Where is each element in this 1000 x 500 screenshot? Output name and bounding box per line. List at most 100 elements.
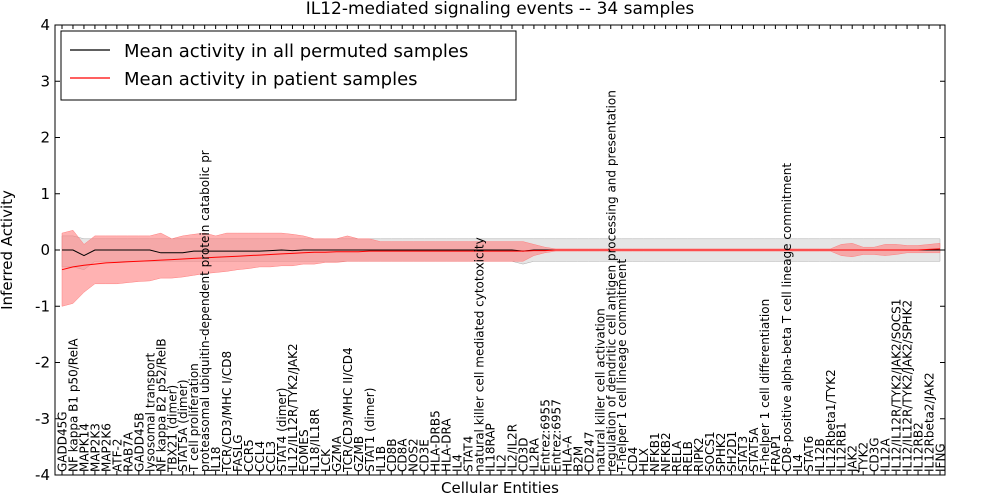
x-tick-label: FASLG xyxy=(231,434,245,472)
x-tick-label: STAT1 (dimer) xyxy=(363,388,377,472)
x-tick-label: IL4 xyxy=(451,454,465,472)
patient-mean-line xyxy=(61,248,941,271)
y-tick-label: 3 xyxy=(40,72,50,90)
x-tick-label: HLA-DRB5 xyxy=(429,410,443,472)
x-tick-label: natural killer cell activation xyxy=(593,308,607,472)
y-tick-label: 1 xyxy=(40,185,50,203)
x-tick-label: regulation of dendritic cell antigen pro… xyxy=(604,90,618,472)
x-tick-label: HLA-A xyxy=(560,435,574,472)
x-tick-label: SOCS1 xyxy=(703,431,717,472)
x-tick-label: TBX21 (dimer) xyxy=(165,385,179,473)
y-axis-label: Inferred Activity xyxy=(0,190,16,310)
legend-box xyxy=(60,30,517,101)
x-tick-label: T-helper 1 cell lineage commitment xyxy=(615,259,629,473)
x-tick-label: SPHK2 xyxy=(714,433,728,472)
x-tick-label: TCR/CD3/MHC I/CD8 xyxy=(220,351,234,473)
x-tick-label: STAT4 (dimer) xyxy=(275,388,289,472)
x-tick-label: STAT5A (dimer) xyxy=(176,379,190,472)
x-tick-label: IL12Rbeta1/TYK2 xyxy=(824,369,838,472)
x-axis-label: Cellular Entities xyxy=(441,479,559,497)
y-tick-label: 0 xyxy=(40,241,50,259)
x-tick-label: SH2D1 xyxy=(725,431,739,472)
x-tick-label: CCL4 xyxy=(253,441,267,472)
chart-title: IL12-mediated signaling events -- 34 sam… xyxy=(306,0,695,19)
x-tick-label: GZMA xyxy=(330,435,344,472)
x-tick-label: IL12RB2 xyxy=(912,422,926,472)
x-tick-label: EOMES xyxy=(297,429,311,472)
x-tick-label: RIPK2 xyxy=(692,437,706,472)
x-tick-label: CD8B xyxy=(385,439,399,473)
x-tick-label: CD247 xyxy=(582,431,596,472)
y-tick-label: -3 xyxy=(35,410,50,428)
x-tick-label: HLA-DRA xyxy=(440,418,454,472)
x-tick-label: CD3E xyxy=(418,439,432,472)
x-tick-label: GADD45B xyxy=(132,413,146,473)
y-tick-label: -4 xyxy=(35,466,50,484)
x-tick-label: MAPK14 xyxy=(78,423,92,472)
x-tick-label: IL12Rbeta2/JAK2 xyxy=(923,372,937,472)
x-tick-label: TCR/CD3/MHC II/CD4 xyxy=(341,347,355,473)
x-tick-label: IL4 xyxy=(791,454,805,472)
x-tick-label: proteasomal ubiquitin-dependent protein … xyxy=(198,150,212,472)
y-tick-label: -1 xyxy=(35,297,50,315)
x-tick-label: CCL3 xyxy=(264,441,278,472)
x-tick-label: natural killer cell mediated cytotoxicit… xyxy=(473,237,487,472)
x-tick-label: GADD45G xyxy=(56,411,70,472)
x-tick-label: RELA xyxy=(670,440,684,472)
x-tick-label: CD4 xyxy=(626,447,640,472)
x-tick-label: CCR5 xyxy=(242,439,256,472)
x-tick-label: T-helper 1 cell differentiation xyxy=(758,299,772,473)
x-tick-label: IL2/IL2R xyxy=(506,424,520,472)
x-tick-label: CD3G xyxy=(868,437,882,472)
x-tick-label: RAB7A xyxy=(121,431,135,472)
x-tick-label: IL12A xyxy=(879,438,893,472)
x-tick-label: CD3D xyxy=(517,438,531,473)
x-tick-label: IL12/IL12R/TYK2/JAK2/SPHK2 xyxy=(901,300,915,472)
x-tick-label: STAT4 xyxy=(462,436,476,472)
legend-label-permuted: Mean activity in all permuted samples xyxy=(124,41,468,62)
x-tick-label: TYK2 xyxy=(857,442,871,473)
x-tick-label: HLX xyxy=(637,448,651,472)
x-tick-label: STAT5A xyxy=(747,427,761,472)
x-tick-label: IL18 xyxy=(209,447,223,473)
x-tick-label: IL18RAP xyxy=(484,423,498,472)
x-tick-label: IL18/IL18R xyxy=(308,409,322,472)
x-tick-label: ATF-2 xyxy=(110,439,124,472)
x-tick-label: GZMB xyxy=(352,436,366,472)
x-tick-label: NFKB1 xyxy=(648,432,662,472)
x-tick-label: LCK xyxy=(319,448,333,472)
x-tick-label: NF kappa B1 p50/RelA xyxy=(67,338,81,472)
y-tick-label: -2 xyxy=(35,354,50,372)
x-tick-label: B2M xyxy=(571,446,585,472)
legend: Mean activity in all permuted samples Me… xyxy=(60,30,517,101)
x-tick-label: IFNG xyxy=(934,443,948,472)
x-tick-label: NFKB2 xyxy=(659,432,673,472)
y-tick-label: 2 xyxy=(40,129,50,147)
x-tick-label: CD8A xyxy=(396,438,410,472)
x-tick-label: MAP2K3 xyxy=(88,423,102,472)
x-tick-label: RELB xyxy=(681,441,695,472)
legend-label-patient: Mean activity in patient samples xyxy=(124,69,418,90)
x-tick-label: T cell proliferation xyxy=(187,363,201,473)
x-tick-label: Entrez:6957 xyxy=(549,399,563,472)
x-tick-label: NF kappa B2 p52/RelB xyxy=(154,338,168,472)
x-tick-label: lysosomal transport xyxy=(143,352,157,472)
x-tick-label: CD8-positive alpha-beta T cell lineage c… xyxy=(780,163,794,472)
x-tick-label: IL2RA xyxy=(527,437,541,472)
x-tick-label: IL12B xyxy=(813,438,827,472)
x-tick-label: STAT6 xyxy=(802,436,816,472)
patient-band xyxy=(61,230,941,307)
x-tick-label: Entrez:6955 xyxy=(538,399,552,472)
x-tick-label: NOS2 xyxy=(407,438,421,472)
y-tick-label: 4 xyxy=(40,16,50,34)
x-tick-label: IL12RB1 xyxy=(835,422,849,472)
x-tick-label: IL1B xyxy=(374,446,388,472)
x-tick-label: IL12/IL12R/TYK2/JAK2 xyxy=(286,343,300,472)
x-tick-label: MAP2K6 xyxy=(99,423,113,472)
x-tick-label: IL12/IL12R/TYK2/JAK2/SOCS1 xyxy=(890,299,904,472)
x-tick-label: IL2 xyxy=(495,454,509,472)
x-tick-label: STAT3 xyxy=(736,436,750,472)
x-tick-label: JAK2 xyxy=(846,445,860,473)
x-tick-label: FRAP1 xyxy=(769,434,783,472)
